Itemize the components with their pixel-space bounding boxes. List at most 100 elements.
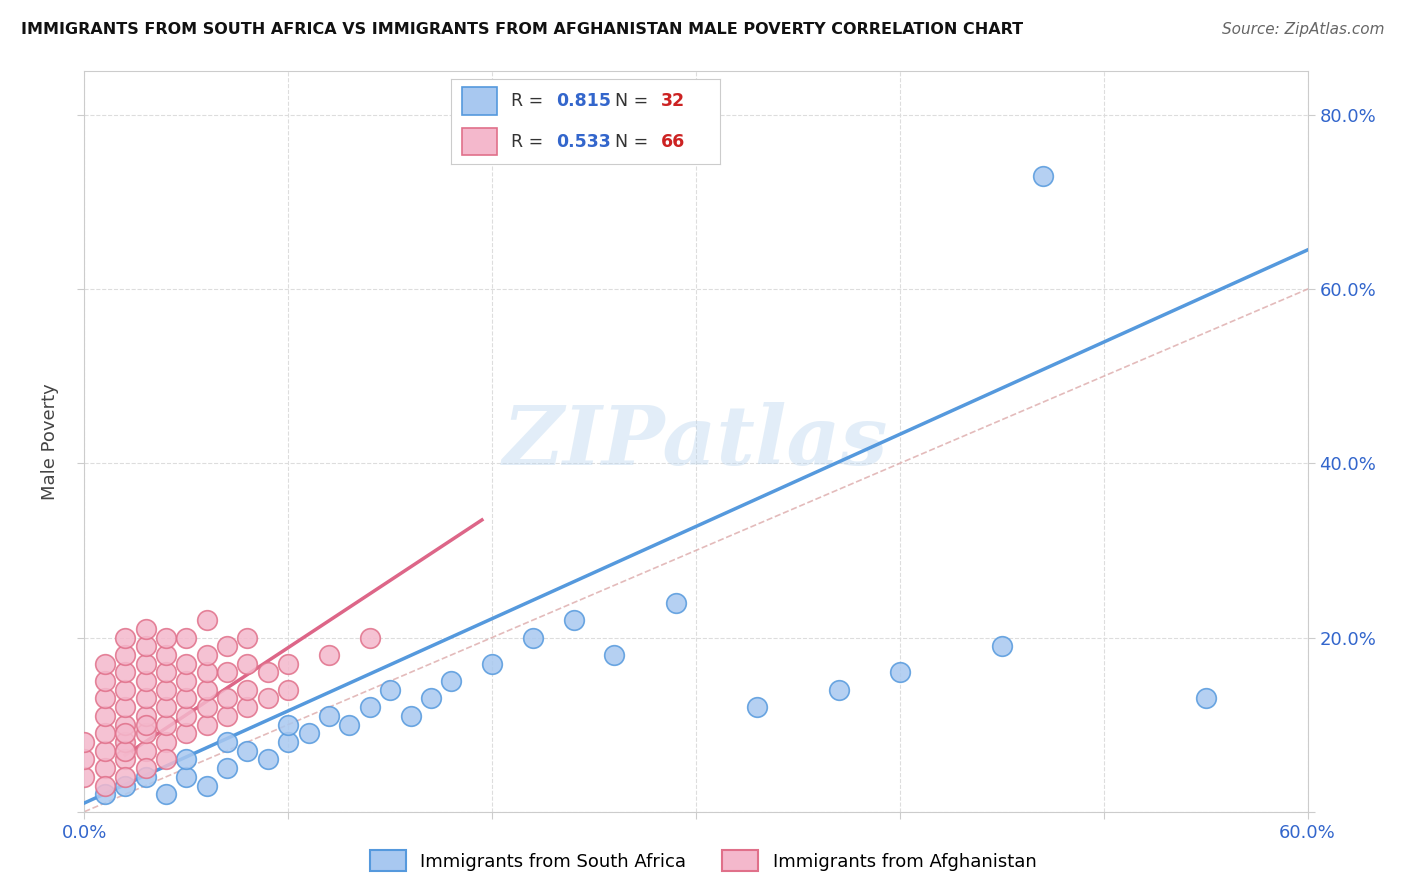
Point bbox=[1195, 691, 1218, 706]
Point bbox=[339, 717, 361, 731]
Point bbox=[174, 657, 197, 671]
Point bbox=[217, 639, 239, 653]
Point bbox=[236, 744, 259, 758]
Point bbox=[195, 682, 218, 697]
Point bbox=[522, 631, 544, 645]
Point bbox=[155, 752, 177, 766]
Point bbox=[174, 631, 197, 645]
Point bbox=[135, 744, 157, 758]
Point bbox=[399, 709, 422, 723]
Point bbox=[277, 657, 299, 671]
Point bbox=[93, 691, 115, 706]
Point bbox=[359, 631, 381, 645]
Point bbox=[318, 709, 340, 723]
Point bbox=[236, 657, 259, 671]
Point bbox=[665, 596, 688, 610]
Point bbox=[114, 770, 136, 784]
Point bbox=[114, 735, 136, 749]
Point bbox=[195, 665, 218, 680]
Point bbox=[135, 726, 157, 740]
Point bbox=[195, 779, 218, 793]
Point bbox=[217, 709, 239, 723]
Text: ZIPatlas: ZIPatlas bbox=[503, 401, 889, 482]
Point bbox=[114, 648, 136, 662]
Point bbox=[93, 787, 115, 801]
Point bbox=[257, 691, 280, 706]
Point bbox=[93, 761, 115, 775]
Point bbox=[114, 717, 136, 731]
Point bbox=[135, 657, 157, 671]
Point bbox=[195, 700, 218, 714]
Point bbox=[828, 682, 851, 697]
Text: IMMIGRANTS FROM SOUTH AFRICA VS IMMIGRANTS FROM AFGHANISTAN MALE POVERTY CORRELA: IMMIGRANTS FROM SOUTH AFRICA VS IMMIGRAN… bbox=[21, 22, 1024, 37]
Point bbox=[155, 717, 177, 731]
Text: Source: ZipAtlas.com: Source: ZipAtlas.com bbox=[1222, 22, 1385, 37]
Point bbox=[562, 613, 585, 627]
Point bbox=[440, 674, 463, 689]
Point bbox=[217, 761, 239, 775]
Point bbox=[73, 735, 96, 749]
Point bbox=[135, 674, 157, 689]
Point bbox=[155, 700, 177, 714]
Point bbox=[155, 648, 177, 662]
Point bbox=[93, 709, 115, 723]
Point bbox=[114, 665, 136, 680]
Point bbox=[174, 691, 197, 706]
Point bbox=[236, 631, 259, 645]
Point bbox=[93, 779, 115, 793]
Point bbox=[114, 752, 136, 766]
Point bbox=[114, 744, 136, 758]
Point bbox=[277, 735, 299, 749]
Point bbox=[135, 717, 157, 731]
Point bbox=[195, 613, 218, 627]
Point bbox=[135, 761, 157, 775]
Point bbox=[174, 726, 197, 740]
Point bbox=[236, 682, 259, 697]
Point bbox=[889, 665, 911, 680]
Point bbox=[174, 752, 197, 766]
Point bbox=[155, 631, 177, 645]
Point bbox=[747, 700, 769, 714]
Point bbox=[135, 622, 157, 636]
Point bbox=[1032, 169, 1054, 183]
Point bbox=[155, 682, 177, 697]
Point bbox=[135, 691, 157, 706]
Point bbox=[236, 700, 259, 714]
Point bbox=[135, 709, 157, 723]
Y-axis label: Male Poverty: Male Poverty bbox=[41, 384, 59, 500]
Legend: Immigrants from South Africa, Immigrants from Afghanistan: Immigrants from South Africa, Immigrants… bbox=[363, 843, 1043, 879]
Point bbox=[174, 709, 197, 723]
Point bbox=[114, 631, 136, 645]
Point bbox=[73, 770, 96, 784]
Point bbox=[93, 657, 115, 671]
Point bbox=[114, 779, 136, 793]
Point bbox=[298, 726, 321, 740]
Point bbox=[420, 691, 443, 706]
Point bbox=[114, 682, 136, 697]
Point bbox=[277, 717, 299, 731]
Point bbox=[174, 674, 197, 689]
Point bbox=[991, 639, 1014, 653]
Point bbox=[217, 665, 239, 680]
Point bbox=[217, 735, 239, 749]
Point bbox=[155, 735, 177, 749]
Point bbox=[93, 744, 115, 758]
Point bbox=[155, 665, 177, 680]
Point bbox=[73, 752, 96, 766]
Point bbox=[195, 648, 218, 662]
Point bbox=[603, 648, 626, 662]
Point bbox=[217, 691, 239, 706]
Point bbox=[155, 787, 177, 801]
Point bbox=[277, 682, 299, 697]
Point bbox=[93, 726, 115, 740]
Point bbox=[135, 770, 157, 784]
Point bbox=[318, 648, 340, 662]
Point bbox=[114, 700, 136, 714]
Point bbox=[481, 657, 503, 671]
Point bbox=[195, 717, 218, 731]
Point bbox=[380, 682, 402, 697]
Point bbox=[114, 726, 136, 740]
Point bbox=[359, 700, 381, 714]
Point bbox=[257, 752, 280, 766]
Point bbox=[93, 674, 115, 689]
